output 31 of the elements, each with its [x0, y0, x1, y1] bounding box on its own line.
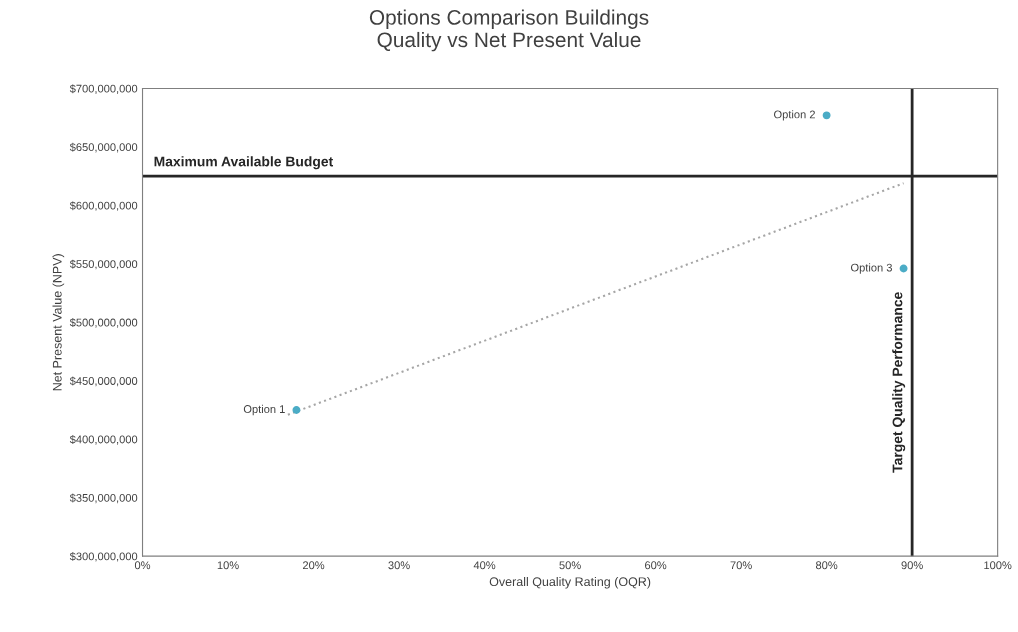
annotation: Option 2 — [774, 110, 815, 121]
y-tick-label: $650,000,000 — [69, 142, 138, 153]
y-tick-label: $350,000,000 — [69, 493, 138, 504]
y-axis-title: Net Present Value (NPV) — [52, 254, 65, 391]
y-tick-label: $450,000,000 — [69, 376, 138, 387]
x-tick-label: 100% — [984, 561, 1012, 570]
x-tick-label: 80% — [815, 561, 838, 570]
annotation: Option 1 — [243, 404, 285, 416]
x-axis-title: Overall Quality Rating (OQR) — [489, 576, 651, 589]
x-tick-label: 0% — [134, 561, 151, 570]
x-tick-label: 60% — [645, 561, 667, 570]
x-tick-label: 40% — [473, 561, 496, 570]
chart-title: Options Comparison Buildings Quality vs Net Present Value — [369, 9, 649, 52]
y-tick-label: $300,000,000 — [69, 551, 138, 562]
y-tick-label: $600,000,000 — [69, 201, 138, 211]
point — [292, 406, 301, 414]
ref-line-label: Target Quality Performance — [892, 292, 906, 473]
annotation: Option 3 — [850, 263, 892, 274]
point — [822, 111, 831, 120]
y-tick-label: $400,000,000 — [69, 435, 138, 445]
x-tick-label: 50% — [559, 561, 581, 570]
x-tick-label: 20% — [302, 561, 325, 570]
x-tick-label: 30% — [388, 561, 410, 570]
y-tick-label: $550,000,000 — [69, 259, 138, 270]
y-tick-label: $500,000,000 — [69, 318, 138, 328]
ref-line-label: Maximum Available Budget — [154, 156, 334, 170]
x-tick-label: 70% — [730, 561, 752, 570]
point — [899, 264, 908, 273]
x-tick-label: 10% — [217, 561, 239, 570]
x-tick-label: 90% — [901, 561, 923, 570]
y-tick-label: $700,000,000 — [69, 84, 138, 94]
